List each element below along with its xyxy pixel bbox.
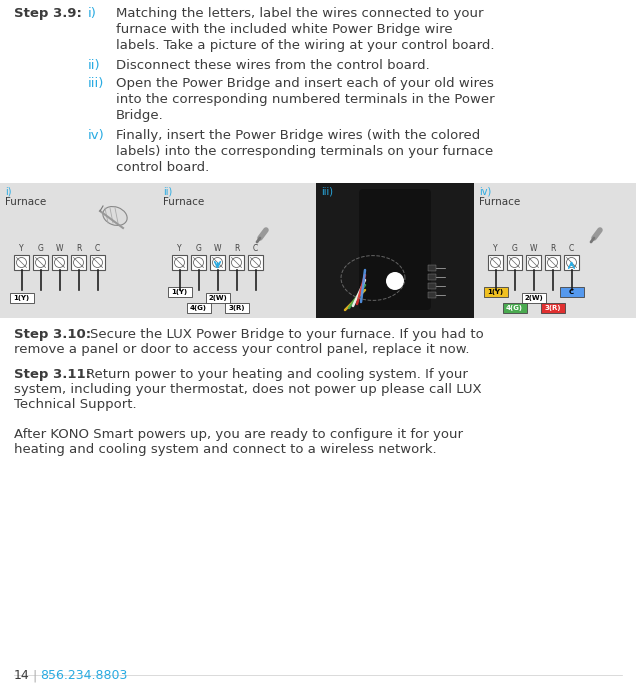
Text: Furnace: Furnace xyxy=(163,197,204,207)
Text: 14: 14 xyxy=(14,669,30,682)
Bar xyxy=(0,183,158,318)
Bar xyxy=(210,255,225,270)
Bar xyxy=(428,292,436,298)
Bar xyxy=(316,183,474,318)
Text: W: W xyxy=(56,244,63,253)
Text: i): i) xyxy=(5,186,11,196)
Text: ii): ii) xyxy=(88,59,100,72)
Bar xyxy=(522,293,546,303)
Text: 1(Y): 1(Y) xyxy=(487,289,504,295)
Text: C: C xyxy=(95,244,100,253)
Text: Step 3.11:: Step 3.11: xyxy=(14,368,91,381)
Text: |: | xyxy=(32,669,36,682)
Text: Y: Y xyxy=(493,244,498,253)
FancyBboxPatch shape xyxy=(359,247,431,310)
Text: 2(W): 2(W) xyxy=(208,295,227,301)
Bar xyxy=(502,303,527,313)
Bar xyxy=(560,287,583,297)
Text: 4(G): 4(G) xyxy=(506,305,523,311)
Text: Furnace: Furnace xyxy=(5,197,46,207)
Text: R: R xyxy=(76,244,81,253)
Text: Step 3.9:: Step 3.9: xyxy=(14,7,82,20)
Text: Return power to your heating and cooling system. If your: Return power to your heating and cooling… xyxy=(86,368,468,381)
Bar xyxy=(14,255,29,270)
Text: Secure the LUX Power Bridge to your furnace. If you had to: Secure the LUX Power Bridge to your furn… xyxy=(90,328,484,341)
Text: system, including your thermostat, does not power up please call LUX: system, including your thermostat, does … xyxy=(14,383,481,396)
Bar xyxy=(186,303,211,313)
FancyBboxPatch shape xyxy=(359,189,431,252)
Bar xyxy=(229,255,244,270)
Circle shape xyxy=(386,272,404,290)
Text: G: G xyxy=(38,244,43,253)
Bar xyxy=(248,255,263,270)
Bar xyxy=(10,293,34,303)
Text: After KONO Smart powers up, you are ready to configure it for your: After KONO Smart powers up, you are read… xyxy=(14,428,463,441)
Text: Finally, insert the Power Bridge wires (with the colored
labels) into the corres: Finally, insert the Power Bridge wires (… xyxy=(116,129,494,174)
Bar xyxy=(474,183,636,318)
Bar xyxy=(52,255,67,270)
Text: G: G xyxy=(195,244,202,253)
Text: C: C xyxy=(569,244,574,253)
Text: Step 3.10:: Step 3.10: xyxy=(14,328,91,341)
Text: 4(G): 4(G) xyxy=(190,305,207,311)
Bar xyxy=(541,303,565,313)
Bar xyxy=(428,265,436,271)
Text: Open the Power Bridge and insert each of your old wires
into the corresponding n: Open the Power Bridge and insert each of… xyxy=(116,77,495,122)
Text: 1(Y): 1(Y) xyxy=(172,289,188,295)
Bar xyxy=(564,255,579,270)
Bar xyxy=(225,303,249,313)
Text: W: W xyxy=(530,244,537,253)
Bar xyxy=(33,255,48,270)
Text: 2(W): 2(W) xyxy=(524,295,543,301)
Text: Technical Support.: Technical Support. xyxy=(14,398,137,411)
Text: R: R xyxy=(550,244,555,253)
Bar xyxy=(167,287,191,297)
Text: G: G xyxy=(511,244,518,253)
Bar xyxy=(526,255,541,270)
Text: Y: Y xyxy=(19,244,24,253)
Bar xyxy=(191,255,206,270)
Text: iv): iv) xyxy=(479,186,491,196)
Bar xyxy=(428,274,436,280)
Bar xyxy=(158,183,316,318)
Text: C: C xyxy=(569,289,574,295)
Text: 1(Y): 1(Y) xyxy=(13,295,29,301)
Text: iv): iv) xyxy=(88,129,105,142)
Text: 3(R): 3(R) xyxy=(544,305,561,311)
Bar xyxy=(71,255,86,270)
Bar xyxy=(428,283,436,289)
Text: Y: Y xyxy=(177,244,182,253)
Ellipse shape xyxy=(103,206,127,225)
Bar xyxy=(205,293,230,303)
Bar xyxy=(488,255,503,270)
Text: i): i) xyxy=(88,7,97,20)
Text: R: R xyxy=(234,244,239,253)
Text: iii): iii) xyxy=(321,186,333,196)
Text: heating and cooling system and connect to a wireless network.: heating and cooling system and connect t… xyxy=(14,443,437,456)
Text: Matching the letters, label the wires connected to your
furnace with the include: Matching the letters, label the wires co… xyxy=(116,7,495,52)
Bar xyxy=(545,255,560,270)
Text: remove a panel or door to access your control panel, replace it now.: remove a panel or door to access your co… xyxy=(14,343,469,356)
Text: ii): ii) xyxy=(163,186,172,196)
Bar xyxy=(483,287,508,297)
Text: iii): iii) xyxy=(88,77,104,90)
Bar xyxy=(172,255,187,270)
Text: Disconnect these wires from the control board.: Disconnect these wires from the control … xyxy=(116,59,430,72)
Text: 856.234.8803: 856.234.8803 xyxy=(40,669,127,682)
Bar xyxy=(507,255,522,270)
Text: 3(R): 3(R) xyxy=(228,305,245,311)
Text: W: W xyxy=(214,244,221,253)
Text: C: C xyxy=(253,244,258,253)
Text: Furnace: Furnace xyxy=(479,197,520,207)
Bar xyxy=(90,255,105,270)
